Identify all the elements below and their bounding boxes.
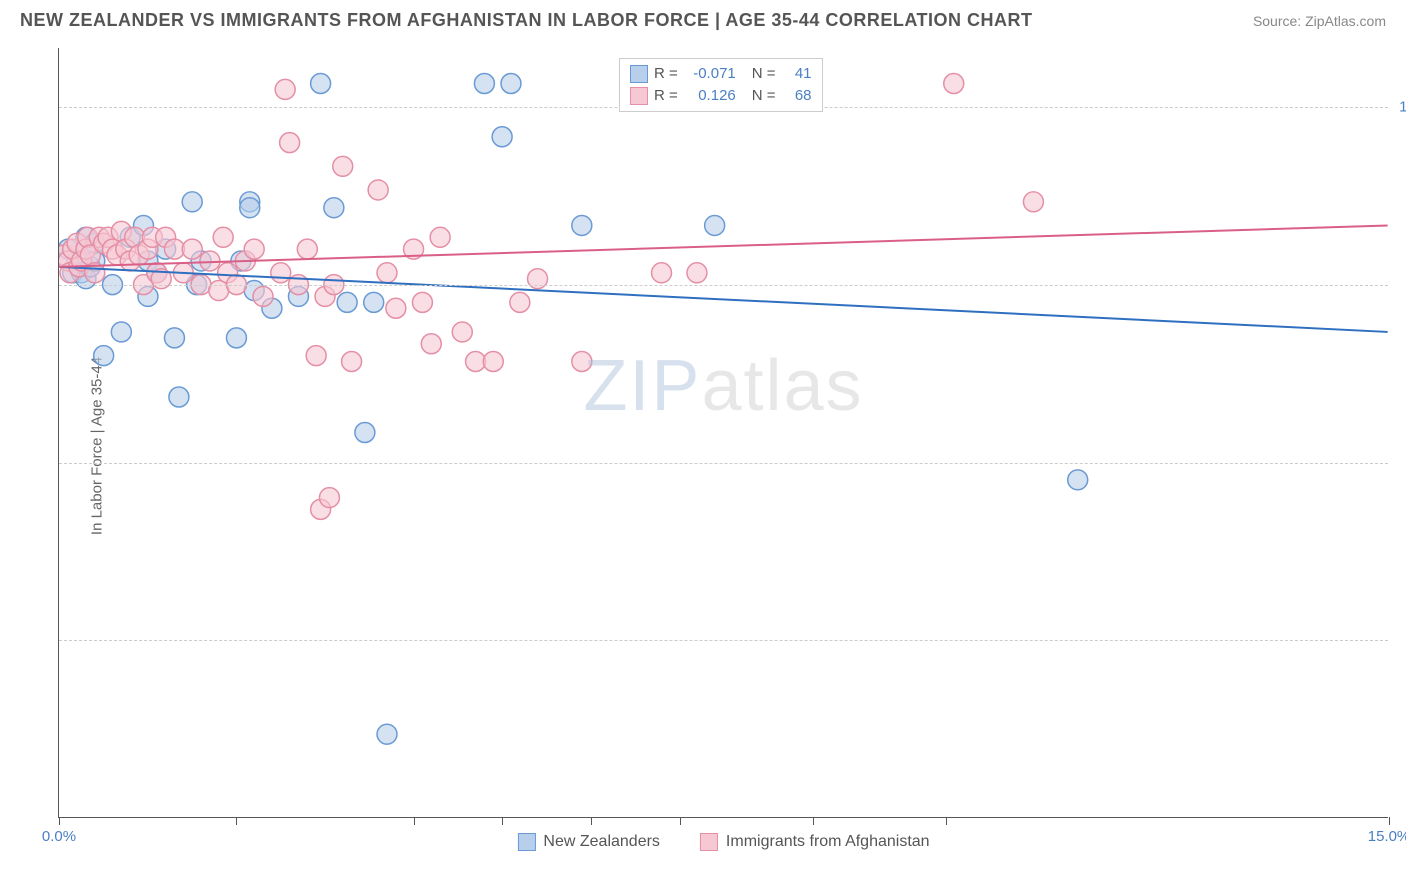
n-value: 41 [782, 63, 812, 85]
x-tick [591, 817, 592, 825]
r-value: 0.126 [684, 85, 736, 107]
x-tick [236, 817, 237, 825]
r-value: -0.071 [684, 63, 736, 85]
legend-row: R =-0.071 N =41 [630, 63, 812, 85]
series-legend: New Zealanders Immigrants from Afghanista… [517, 833, 929, 851]
legend-item: New Zealanders [517, 833, 660, 851]
gridline-h [59, 640, 1388, 641]
legend-label: New Zealanders [543, 833, 660, 851]
x-tick-label: 15.0% [1368, 828, 1406, 845]
x-tick [946, 817, 947, 825]
gridline-h [59, 285, 1388, 286]
x-tick [813, 817, 814, 825]
gridline-h [59, 463, 1388, 464]
x-tick [59, 817, 60, 825]
legend-label: Immigrants from Afghanistan [726, 833, 930, 851]
n-value: 68 [782, 85, 812, 107]
source-label: Source: ZipAtlas.com [1253, 13, 1386, 29]
x-tick [502, 817, 503, 825]
chart-title: NEW ZEALANDER VS IMMIGRANTS FROM AFGHANI… [20, 10, 1033, 31]
x-tick [1389, 817, 1390, 825]
y-tick-label: 100.0% [1399, 99, 1406, 116]
x-tick [680, 817, 681, 825]
legend-item: Immigrants from Afghanistan [700, 833, 930, 851]
legend-swatch [517, 833, 535, 851]
chart-plot-area: ZIPatlas R =-0.071 N =41 R =0.126 N =68 … [58, 48, 1388, 818]
x-tick [414, 817, 415, 825]
scatter-svg [59, 48, 1388, 817]
legend-row: R =0.126 N =68 [630, 85, 812, 107]
legend-swatch [630, 87, 648, 105]
legend-swatch [630, 65, 648, 83]
correlation-legend: R =-0.071 N =41 R =0.126 N =68 [619, 58, 823, 112]
legend-swatch [700, 833, 718, 851]
x-tick-label: 0.0% [42, 828, 76, 845]
